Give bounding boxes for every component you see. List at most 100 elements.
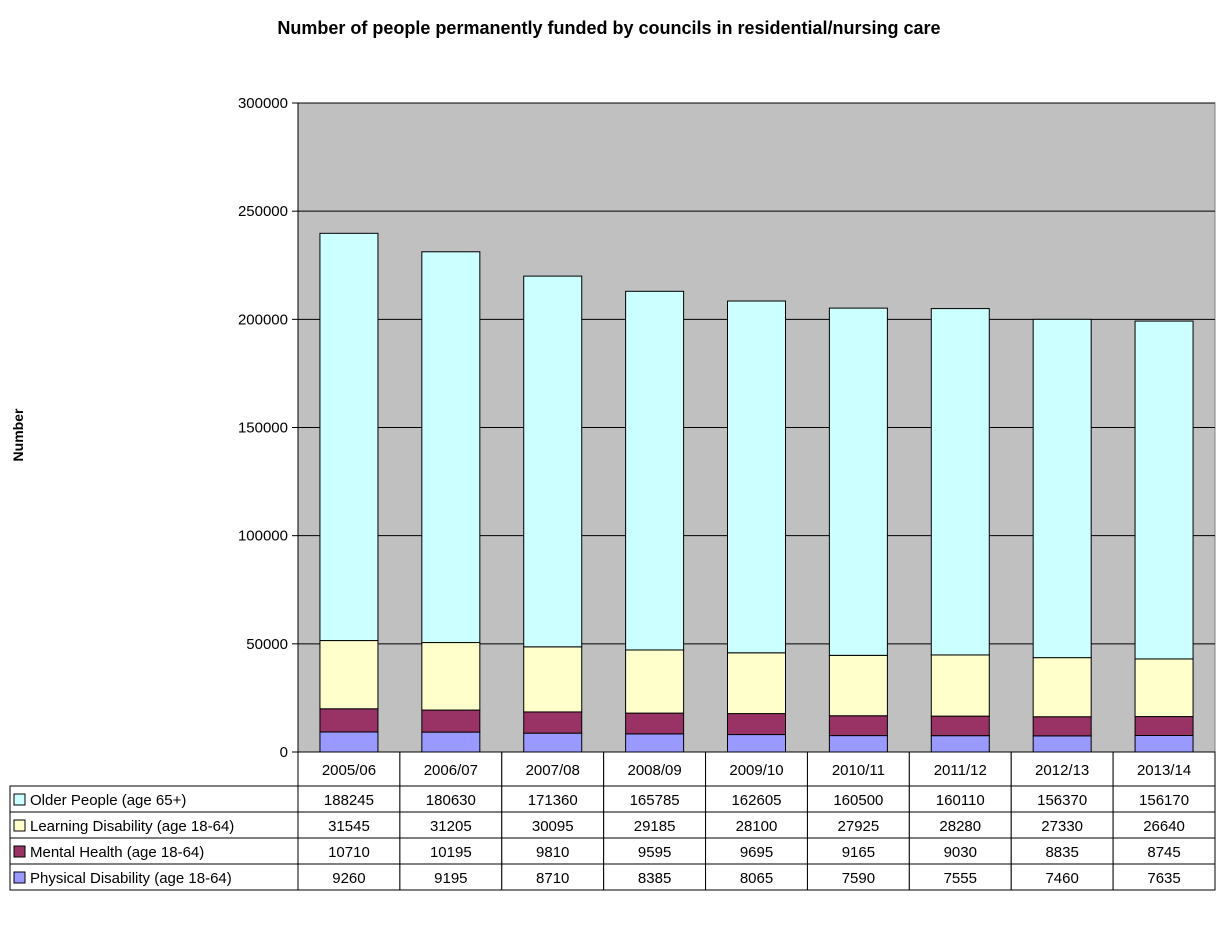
data-label: 7555: [944, 870, 977, 887]
legend-swatch: [13, 819, 26, 832]
y-tick-label: 200000: [238, 311, 288, 328]
table-cell: [1010, 863, 1114, 891]
data-label: 31205: [430, 818, 472, 835]
data-label: 9195: [434, 870, 467, 887]
table-cell: [501, 785, 605, 813]
bars: [319, 232, 1194, 753]
y-tick-label: 0: [280, 744, 288, 761]
data-label: 8385: [638, 870, 671, 887]
data-label: 7590: [842, 870, 875, 887]
data-label: 9030: [944, 844, 977, 861]
x-category-label: 2012/13: [1035, 762, 1089, 779]
data-label: 26640: [1143, 818, 1185, 835]
data-label: 30095: [532, 818, 574, 835]
x-category-label: 2009/10: [729, 762, 783, 779]
table-cell: [501, 811, 605, 839]
bar-segment: [930, 735, 990, 753]
table-cell: [705, 811, 808, 839]
data-label: 160110: [936, 792, 985, 809]
x-category-label: 2006/07: [424, 762, 478, 779]
x-category-label: 2011/12: [934, 762, 987, 779]
data-label: 27925: [838, 818, 880, 835]
table-cell: [705, 863, 808, 891]
y-tick-label: 100000: [238, 528, 288, 545]
bar-segment: [625, 733, 685, 753]
bar-segment: [930, 308, 990, 656]
bar-segment: [319, 232, 379, 642]
table-header-cell: [908, 751, 1012, 787]
data-label: 160500: [833, 792, 883, 809]
y-tick-label: 50000: [246, 636, 288, 653]
bar-segment: [421, 251, 481, 644]
data-label: 8745: [1147, 844, 1180, 861]
table-cell: [399, 837, 503, 865]
y-tick-label: 150000: [238, 420, 288, 437]
table-cell: [705, 785, 808, 813]
bar-segment: [930, 715, 990, 737]
table-cell: [501, 837, 605, 865]
bar-segment: [1134, 716, 1194, 736]
bar-segment: [1032, 735, 1092, 753]
bar-segment: [319, 731, 379, 753]
data-label: 8065: [740, 870, 773, 887]
x-category-label: 2013/14: [1137, 762, 1191, 779]
data-label: 8710: [536, 870, 569, 887]
legend-label: Mental Health (age 18-64): [30, 844, 204, 861]
data-label: 28280: [939, 818, 981, 835]
data-label: 162605: [731, 792, 781, 809]
data-label: 9810: [536, 844, 569, 861]
table-cell: [1112, 837, 1216, 865]
table-cell: [908, 863, 1012, 891]
data-label: 28100: [736, 818, 778, 835]
data-label: 9260: [332, 870, 365, 887]
table-cell: [399, 863, 503, 891]
bar-segment: [625, 290, 685, 651]
table-cell: [806, 785, 910, 813]
data-label: 27330: [1041, 818, 1083, 835]
bar-segment: [727, 734, 786, 753]
data-label: 7460: [1045, 870, 1078, 887]
x-category-label: 2010/11: [832, 762, 885, 779]
table-cell: [806, 811, 910, 839]
table-cell: [297, 837, 401, 865]
legend-label: Learning Disability (age 18-64): [30, 818, 234, 835]
table-cell: [1112, 811, 1216, 839]
legend-label: Physical Disability (age 18-64): [30, 870, 232, 887]
bar-segment: [421, 709, 481, 733]
data-label: 156170: [1139, 792, 1189, 809]
x-category-label: 2007/08: [526, 762, 580, 779]
bar-segment: [1032, 318, 1092, 659]
bar-segment: [523, 646, 583, 713]
table-cell: [501, 863, 605, 891]
table-cell: [1112, 785, 1216, 813]
y-axis-ticks: 0 50000 100000 150000 200000 250000 300000: [238, 95, 299, 761]
bar-segment: [1032, 716, 1092, 737]
bar-segment: [1134, 658, 1194, 718]
table-cell: [399, 811, 503, 839]
bar-segment: [828, 307, 888, 656]
data-label: 9595: [638, 844, 671, 861]
x-category-label: 2005/06: [322, 762, 376, 779]
table-cell: [297, 811, 401, 839]
data-label: 188245: [324, 792, 374, 809]
table-cell: [1010, 785, 1114, 813]
x-category-label: 2008/09: [627, 762, 681, 779]
bar-segment: [828, 735, 888, 753]
bar-segment: [727, 652, 786, 715]
data-label: 10195: [430, 844, 472, 861]
bar-segment: [625, 649, 685, 714]
bar-segment: [625, 712, 685, 735]
table-legend-cell: [9, 837, 299, 865]
bar-segment: [523, 732, 583, 753]
legend-swatch: [13, 845, 26, 858]
data-label: 29185: [634, 818, 676, 835]
data-label: 165785: [630, 792, 680, 809]
bar-segment: [828, 715, 888, 737]
legend-swatch: [13, 793, 26, 806]
data-table: 2005/06 2006/07 2007/08 2008/09 2009/10 2010/…: [9, 751, 1216, 891]
data-label: 31545: [328, 818, 370, 835]
table-cell: [1112, 863, 1216, 891]
bar-segment: [523, 711, 583, 734]
bar-segment: [319, 640, 379, 710]
legend-swatch: [13, 871, 26, 884]
